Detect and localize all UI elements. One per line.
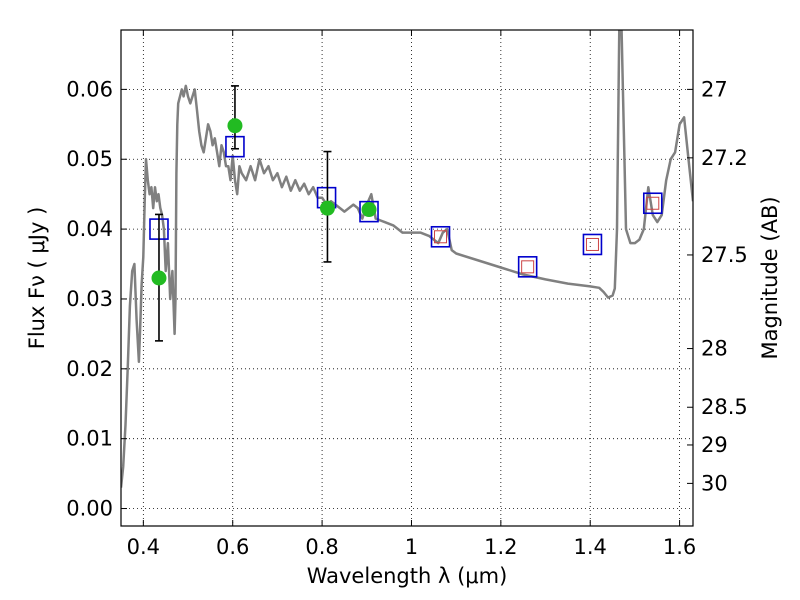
y2-axis-label: Magnitude (AB) <box>758 196 782 359</box>
grid <box>121 30 693 526</box>
y-tick-label: 0.01 <box>66 427 113 451</box>
x-tick-label: 1 <box>405 535 418 559</box>
model-photometry-square <box>582 233 603 256</box>
model-inner-mark <box>585 237 599 251</box>
model-photometry-square <box>430 225 451 248</box>
model-inner-mark <box>646 196 660 210</box>
y2-tick-label: 27 <box>701 77 728 101</box>
y-tick-label: 0.04 <box>66 217 113 241</box>
y-tick-label: 0.00 <box>66 497 113 521</box>
x-tick-label: 0.6 <box>216 535 249 559</box>
x-tick-label: 1.6 <box>663 535 696 559</box>
y-tick-label: 0.02 <box>66 357 113 381</box>
sed-line <box>121 30 693 488</box>
model-inner-mark <box>434 230 448 244</box>
y-tick-label: 0.05 <box>66 147 113 171</box>
observed-point <box>361 202 377 218</box>
y-tick-label: 0.06 <box>66 77 113 101</box>
y2-tick-label: 28 <box>701 337 728 361</box>
data-layer <box>121 30 693 488</box>
model-photometry-square <box>517 256 538 278</box>
y2-tick-label: 28.5 <box>701 395 748 419</box>
x-tick-label: 0.4 <box>127 535 160 559</box>
y2-tick-label: 27.5 <box>701 243 748 267</box>
x-axis-label: Wavelength λ (μm) <box>307 564 508 588</box>
observed-point <box>319 200 335 216</box>
observed-point <box>151 270 167 286</box>
model-photometry-square <box>642 192 663 215</box>
plot-frame <box>120 29 694 527</box>
model-photometry-square <box>359 200 379 223</box>
y2-tick-label: 27.2 <box>701 146 748 170</box>
axes: 0.4 0.6 0.8 1 1.2 1.4 1.6 0.00 0.01 0.02 0.03 0.04 0… <box>66 30 748 559</box>
y-tick-label: 0.03 <box>66 287 113 311</box>
model-inner-mark <box>521 260 535 274</box>
x-tick-label: 1.2 <box>484 535 517 559</box>
x-tick-label: 1.4 <box>574 535 607 559</box>
y2-tick-label: 30 <box>701 471 728 495</box>
observed-point <box>227 118 243 134</box>
x-tick-label: 0.8 <box>305 535 338 559</box>
y2-tick-label: 29 <box>701 433 728 457</box>
y-axis-label: Flux Fν ( μJy ) <box>25 207 49 350</box>
